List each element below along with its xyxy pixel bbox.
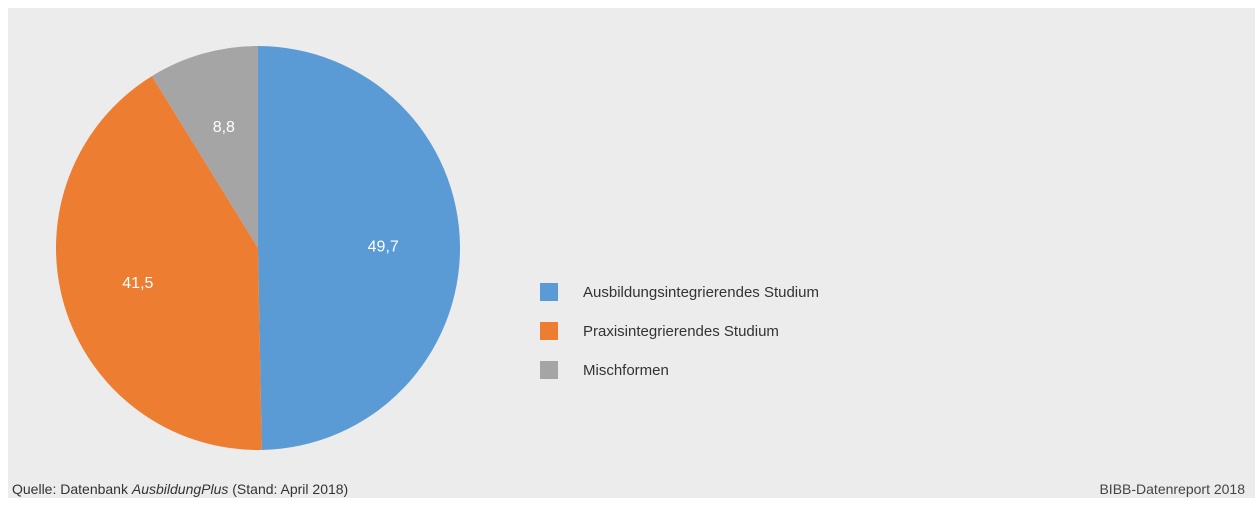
pie-value-label-0: 49,7 (368, 238, 399, 255)
pie-value-label-2: 8,8 (213, 119, 235, 136)
pie-slice-0 (258, 46, 460, 450)
legend-item-ausbildungsintegrierend: Ausbildungsintegrierendes Studium (540, 282, 819, 302)
legend-swatch (540, 322, 558, 340)
source-prefix: Quelle: Datenbank (12, 481, 132, 497)
pie-slice-2 (151, 46, 258, 248)
source-database-name: AusbildungPlus (131, 481, 229, 497)
legend-label: Ausbildungsintegrierendes Studium (583, 283, 819, 301)
legend-item-mischformen: Mischformen (540, 360, 819, 380)
source-note: Quelle: Datenbank AusbildungPlus (Stand:… (12, 481, 348, 497)
legend-label: Mischformen (583, 361, 669, 379)
legend-item-praxisintegrierend: Praxisintegrierendes Studium (540, 321, 819, 341)
legend-swatch (540, 283, 558, 301)
pie-slice-1 (55, 76, 262, 450)
report-credit: BIBB-Datenreport 2018 (1099, 481, 1245, 497)
source-suffix: (Stand: April 2018) (228, 481, 349, 497)
legend-swatch (540, 361, 558, 379)
pie-value-label-1: 41,5 (122, 275, 153, 292)
legend: Ausbildungsintegrierendes Studium Praxis… (540, 282, 819, 399)
legend-label: Praxisintegrierendes Studium (583, 322, 779, 340)
